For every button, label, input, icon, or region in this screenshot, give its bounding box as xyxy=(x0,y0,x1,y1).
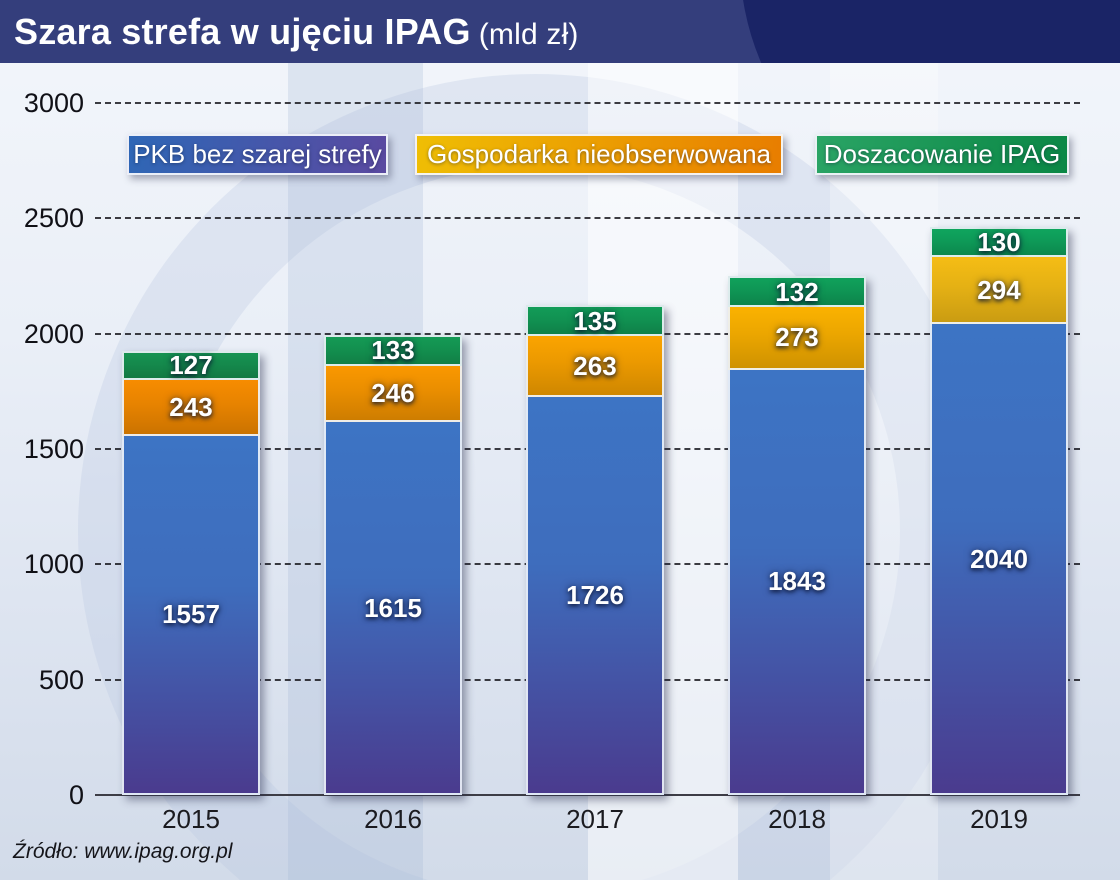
y-tick-label-1500: 1500 xyxy=(23,434,84,464)
x-axis-label-2019: 2019 xyxy=(970,804,1028,834)
legend-item-pkb-bez-szarej-strefy: PKB bez szarej strefy xyxy=(127,134,388,175)
bar-segment: 1726 xyxy=(526,396,664,795)
x-axis-line xyxy=(95,794,1080,796)
legend-item-label: Doszacowanie IPAG xyxy=(823,139,1061,169)
y-tick-label-3000: 3000 xyxy=(23,88,84,118)
bar-segment: 130 xyxy=(930,226,1068,257)
bar-segment: 127 xyxy=(122,350,260,381)
page-title: Szara strefa w ujęciu IPAG (mld zł) xyxy=(14,11,579,53)
bar-segment: 132 xyxy=(728,276,866,307)
y-tick-label-2000: 2000 xyxy=(23,318,84,349)
chart-title: Szara strefa w ujęciu IPAG xyxy=(14,10,471,52)
bar-segment: 273 xyxy=(728,306,866,370)
bar-value-label: 243 xyxy=(169,391,213,422)
bar-2018: 132 273 1843 xyxy=(728,276,866,795)
bar-value-label: 2040 xyxy=(970,543,1028,574)
chart-unit-label: (mld zł) xyxy=(478,17,579,51)
bar-segment: 263 xyxy=(526,336,664,397)
x-axis-label-2018: 2018 xyxy=(768,804,826,834)
header-decor-corner xyxy=(740,0,1120,63)
bar-segment: 2040 xyxy=(930,324,1068,795)
header-decor-circle xyxy=(0,0,820,63)
bar-2019: 130 294 2040 xyxy=(930,226,1068,795)
x-axis-label-2017: 2017 xyxy=(566,804,624,834)
bar-value-label: 127 xyxy=(169,350,213,381)
legend-item-label: PKB bez szarej strefy xyxy=(133,139,382,169)
legend-item-label: Gospodarka nieobserwowana xyxy=(427,139,771,169)
bar-segment: 133 xyxy=(324,335,462,366)
bar-value-label: 1843 xyxy=(768,566,826,597)
y-tick-label-1000: 1000 xyxy=(23,549,84,580)
bar-segment: 1615 xyxy=(324,422,462,795)
y-tick-label-500: 500 xyxy=(38,664,84,695)
bar-value-label: 294 xyxy=(977,274,1021,305)
bar-segment: 1843 xyxy=(728,369,866,795)
bar-value-label: 133 xyxy=(371,335,415,366)
bar-value-label: 1557 xyxy=(162,599,220,630)
y-tick-label-2500: 2500 xyxy=(23,203,84,234)
bar-value-label: 130 xyxy=(977,226,1021,257)
bar-2016: 133 246 1615 xyxy=(324,335,462,795)
legend-item-gospodarka-nieobserwowana: Gospodarka nieobserwowana xyxy=(415,134,783,175)
bar-segment: 243 xyxy=(122,379,260,436)
bar-value-label: 246 xyxy=(371,378,415,409)
bar-segment: 294 xyxy=(930,256,1068,325)
bar-2017: 135 263 1726 xyxy=(526,305,664,795)
legend-item-doszacowanie-ipag: Doszacowanie IPAG xyxy=(815,134,1069,175)
x-axis-label-2016: 2016 xyxy=(364,804,422,834)
y-tick-label-0: 0 xyxy=(68,780,84,810)
bar-value-label: 273 xyxy=(775,322,819,353)
title-bar: Szara strefa w ujęciu IPAG (mld zł) xyxy=(0,0,1120,63)
source-note: Źródło: www.ipag.org.pl xyxy=(13,840,233,863)
bar-value-label: 263 xyxy=(573,350,617,381)
x-axis-label-2015: 2015 xyxy=(162,804,220,834)
bar-value-label: 135 xyxy=(573,305,617,336)
bar-segment: 135 xyxy=(526,305,664,337)
bar-value-label: 132 xyxy=(775,276,819,307)
bar-value-label: 1726 xyxy=(566,579,624,610)
bar-2015: 127 243 1557 xyxy=(122,350,260,795)
bar-value-label: 1615 xyxy=(364,592,422,623)
grid-line-3000 xyxy=(95,102,1080,104)
bar-segment: 246 xyxy=(324,365,462,423)
grid-line-2500 xyxy=(95,217,1080,220)
bar-segment: 1557 xyxy=(122,435,260,795)
